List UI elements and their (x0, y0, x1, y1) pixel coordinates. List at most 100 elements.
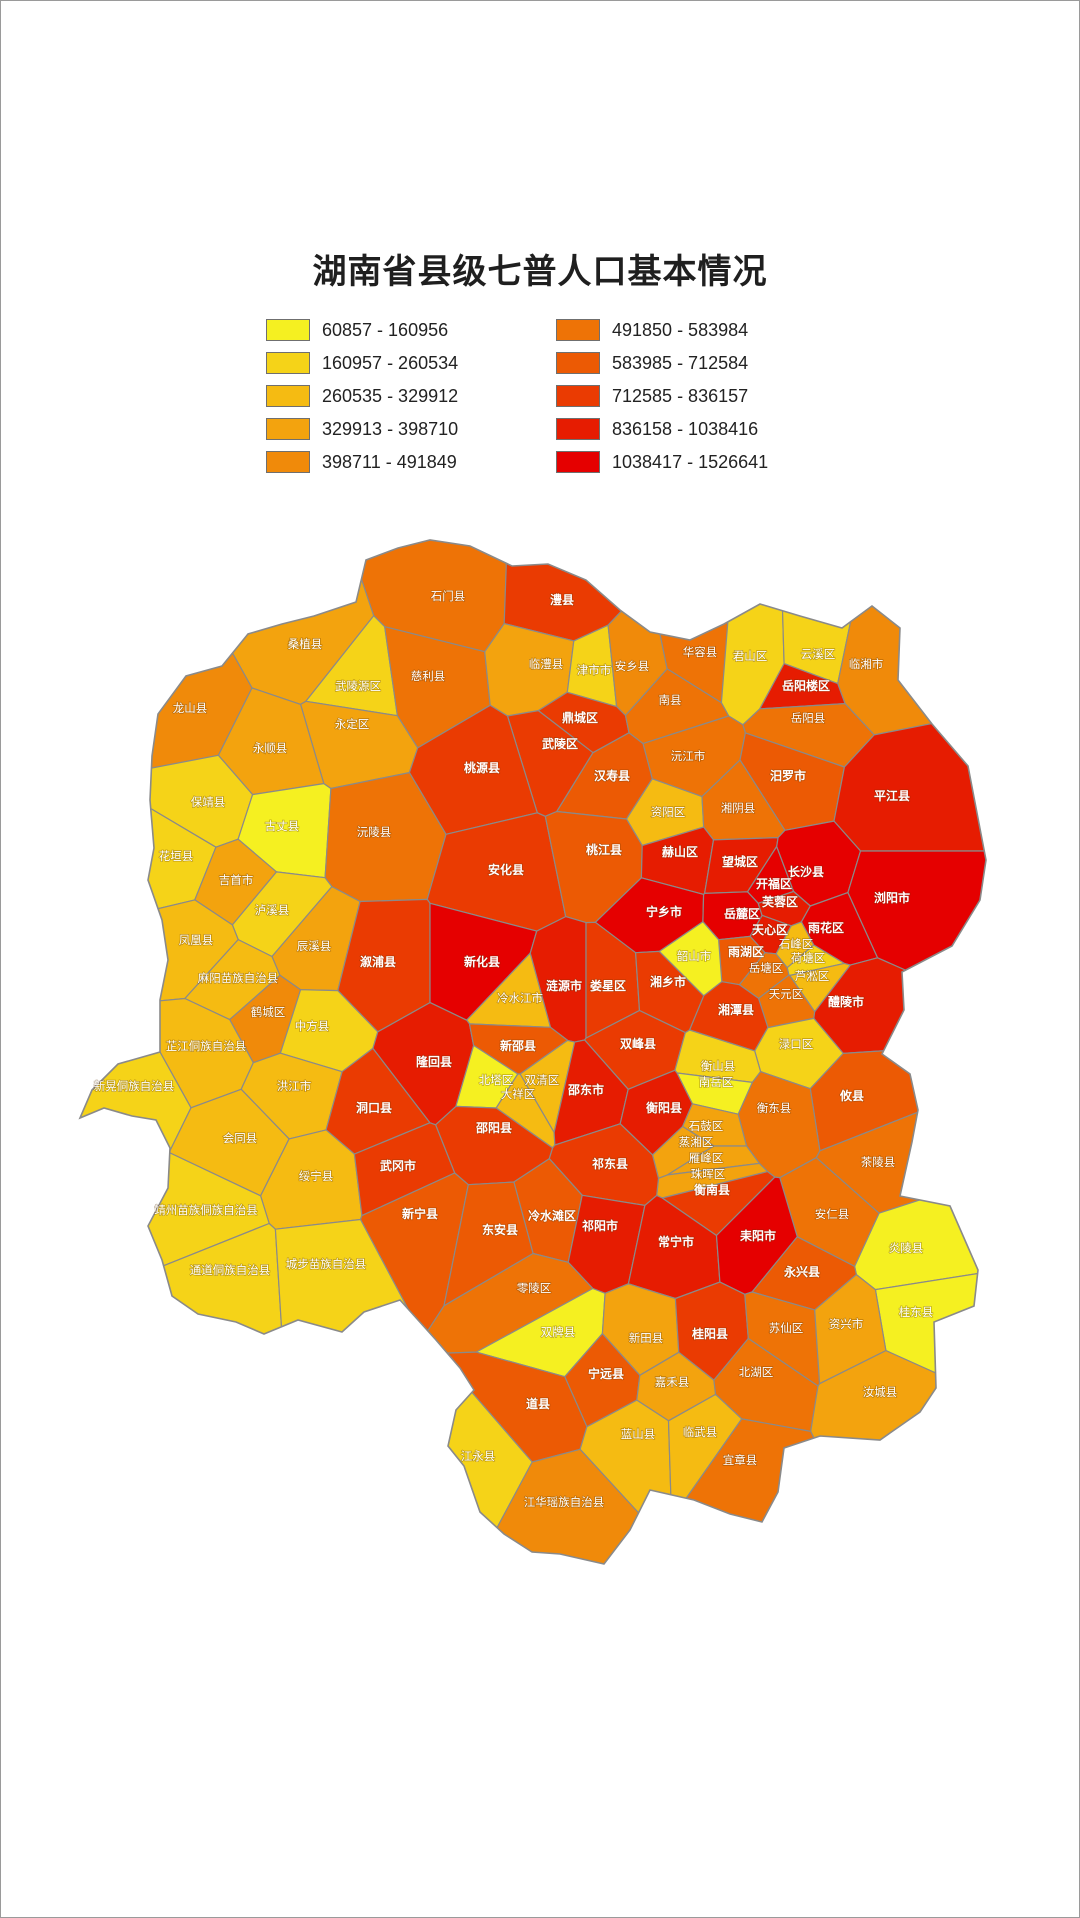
county-label: 零陵区 (517, 1281, 552, 1295)
county-label: 城步苗族自治县 (286, 1257, 367, 1271)
county-region[interactable] (503, 500, 681, 642)
map-title: 湖南省县级七普人口基本情况 (312, 252, 768, 292)
county-label: 醴陵市 (828, 994, 864, 1009)
county-label: 东安县 (482, 1222, 518, 1237)
county-label: 北湖区 (739, 1365, 774, 1379)
county-label: 宁乡市 (646, 904, 682, 919)
legend-item: 398711 - 491849 (266, 450, 457, 474)
county-label: 临澧县 (529, 657, 564, 671)
county-label: 临湘市 (849, 657, 884, 671)
county-label: 衡南县 (694, 1182, 730, 1197)
county-label: 新田县 (629, 1331, 664, 1345)
county-label: 龙山县 (173, 701, 208, 715)
county-label: 凤凰县 (179, 933, 214, 947)
county-label: 衡东县 (757, 1101, 792, 1115)
county-label: 桃源县 (464, 760, 500, 775)
county-label: 石门县 (431, 589, 466, 603)
county-label: 衡山县 (701, 1059, 736, 1073)
county-label: 资阳区 (651, 805, 686, 819)
legend-label: 398711 - 491849 (322, 451, 457, 472)
county-region[interactable] (40, 500, 253, 779)
legend-label: 836158 - 1038416 (612, 418, 759, 439)
county-label: 汨罗市 (770, 768, 806, 783)
county-label: 南岳区 (699, 1075, 734, 1089)
county-label: 石鼓区 (689, 1119, 724, 1133)
county-label: 长沙县 (788, 864, 824, 879)
county-label: 绥宁县 (299, 1169, 334, 1183)
county-label: 通道侗族自治县 (190, 1263, 271, 1277)
legend-swatch (266, 319, 310, 341)
county-label: 大祥区 (501, 1087, 536, 1101)
county-label: 沅陵县 (357, 825, 392, 839)
county-label: 资兴市 (829, 1317, 864, 1331)
legend-label: 712585 - 836157 (612, 385, 749, 406)
county-label: 攸县 (839, 1088, 864, 1103)
county-label: 娄星区 (590, 978, 626, 993)
county-label: 汉寿县 (594, 768, 630, 783)
county-label: 芷江侗族自治县 (166, 1039, 247, 1053)
county-label: 安乡县 (615, 659, 650, 673)
county-label: 雁峰区 (689, 1151, 724, 1165)
legend-label: 491850 - 583984 (612, 319, 749, 340)
county-label: 芦淞区 (795, 969, 830, 983)
county-label: 耒阳市 (740, 1228, 776, 1243)
county-label: 会同县 (223, 1131, 258, 1145)
legend-label: 260535 - 329912 (322, 385, 459, 406)
county-label: 祁阳市 (582, 1218, 618, 1233)
county-label: 宜章县 (723, 1453, 758, 1467)
county-label: 慈利县 (411, 669, 446, 683)
county-label: 桃江县 (586, 842, 622, 857)
county-label: 汝城县 (863, 1385, 898, 1399)
county-label: 邵阳县 (475, 1120, 512, 1135)
county-label: 衡阳县 (646, 1100, 682, 1115)
county-label: 沅江市 (671, 749, 706, 763)
county-label: 临武县 (683, 1425, 718, 1439)
county-region[interactable] (658, 921, 723, 997)
county-label: 永顺县 (253, 741, 288, 755)
county-label: 洞口县 (356, 1101, 392, 1115)
county-label: 江华瑶族自治县 (524, 1495, 605, 1509)
county-label: 隆回县 (416, 1054, 452, 1069)
county-label: 鹤城区 (251, 1005, 286, 1019)
legend-item: 260535 - 329912 (266, 384, 458, 408)
county-label: 开福区 (756, 876, 792, 891)
legend-item: 329913 - 398710 (266, 417, 458, 441)
county-region[interactable] (40, 1222, 290, 1621)
county-label: 华容县 (683, 645, 718, 659)
county-label: 宁远县 (588, 1366, 624, 1381)
county-label: 吉首市 (219, 873, 254, 887)
county-label: 南县 (659, 693, 682, 707)
legend-swatch (266, 451, 310, 473)
county-region[interactable] (810, 1350, 1040, 1620)
county-region[interactable] (837, 500, 1040, 736)
county-label: 武陵区 (542, 736, 578, 751)
county-label: 涟源市 (546, 978, 582, 993)
county-label: 中方县 (295, 1019, 330, 1033)
county-label: 保靖县 (191, 795, 226, 809)
county-label: 辰溪县 (297, 939, 332, 953)
county-label: 天心区 (752, 923, 788, 937)
county-label: 赫山区 (662, 844, 698, 859)
county-label: 靖州苗族侗族自治县 (154, 1203, 258, 1217)
county-label: 珠晖区 (691, 1167, 726, 1181)
county-label: 武陵源区 (335, 679, 381, 693)
legend-swatch (556, 451, 600, 473)
county-label: 洪江市 (277, 1079, 312, 1093)
county-label: 冷水滩区 (528, 1208, 576, 1223)
county-label: 嘉禾县 (655, 1375, 690, 1389)
legend-item: 583985 - 712584 (556, 351, 748, 375)
legend-label: 329913 - 398710 (322, 418, 459, 439)
county-label: 湘阴县 (721, 801, 756, 815)
county-label: 浏阳市 (874, 890, 910, 905)
legend-item: 712585 - 836157 (556, 384, 748, 408)
county-label: 新宁县 (402, 1206, 438, 1221)
county-label: 雨湖区 (728, 944, 764, 959)
county-label: 江永县 (461, 1449, 496, 1463)
county-label: 溆浦县 (360, 954, 396, 969)
county-label: 安仁县 (815, 1207, 850, 1221)
county-label: 新邵县 (500, 1038, 536, 1053)
county-label: 津市市 (577, 663, 612, 677)
legend-label: 583985 - 712584 (612, 352, 749, 373)
county-label: 岳阳楼区 (782, 678, 830, 693)
